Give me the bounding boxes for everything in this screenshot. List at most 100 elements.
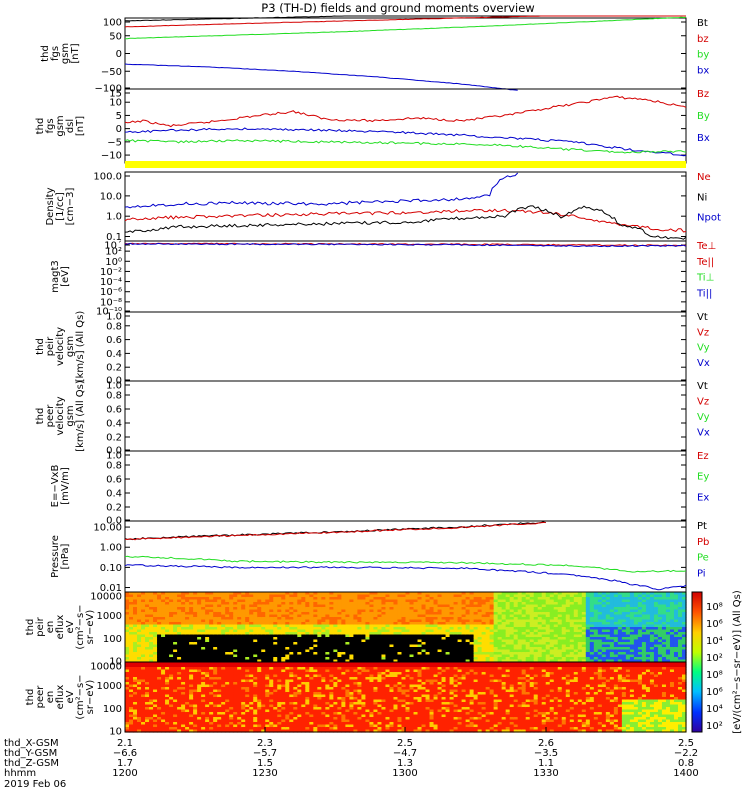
heatmap-cell xyxy=(557,644,563,648)
heatmap-cell xyxy=(201,719,206,723)
legend-entry: Pb xyxy=(697,537,709,548)
heatmap-cell xyxy=(145,637,150,641)
y-tick-label: 0.8 xyxy=(106,391,122,402)
heatmap-cell xyxy=(253,649,258,653)
heatmap-cell xyxy=(253,612,258,616)
heatmap-cell xyxy=(337,609,342,613)
heatmap-cell xyxy=(133,644,138,648)
heatmap-cell xyxy=(133,609,138,613)
heatmap-cell xyxy=(237,652,242,656)
heatmap-cell xyxy=(193,692,198,696)
heatmap-cell xyxy=(153,604,158,608)
heatmap-cell xyxy=(169,637,174,641)
heatmap-cell xyxy=(421,602,427,606)
heatmap-cell xyxy=(529,594,535,598)
heatmap-cell xyxy=(393,619,399,623)
heatmap-cell xyxy=(441,637,447,641)
heatmap-cell xyxy=(149,614,154,618)
heatmap-cell xyxy=(253,659,258,663)
heatmap-cell xyxy=(677,629,683,633)
heatmap-cell xyxy=(441,647,447,651)
heatmap-cell xyxy=(125,662,130,666)
heatmap-cell xyxy=(437,652,443,656)
heatmap-cell xyxy=(177,717,182,721)
heatmap-cell xyxy=(185,674,190,678)
heatmap-cell xyxy=(217,687,222,691)
heatmap-cell xyxy=(145,707,150,711)
heatmap-cell xyxy=(381,637,387,641)
heatmap-cell xyxy=(549,609,555,613)
heatmap-cell xyxy=(357,637,363,641)
heatmap-cell xyxy=(561,614,567,618)
heatmap-cell xyxy=(169,684,174,688)
heatmap-cell xyxy=(365,654,371,658)
heatmap-cell xyxy=(677,609,683,613)
heatmap-cell xyxy=(145,602,150,606)
heatmap-cell xyxy=(361,594,367,598)
heatmap-cell xyxy=(153,634,158,638)
heatmap-cell xyxy=(169,672,174,676)
heatmap-cell xyxy=(529,624,535,628)
heatmap-cell xyxy=(133,652,138,656)
heatmap-cell xyxy=(601,644,607,648)
heatmap-cell xyxy=(561,627,567,631)
heatmap-cell xyxy=(333,649,338,653)
heatmap-cell xyxy=(401,612,407,616)
heatmap-cell xyxy=(297,604,302,608)
heatmap-cell xyxy=(445,657,451,661)
heatmap-cell xyxy=(129,617,134,621)
heatmap-cell xyxy=(389,624,395,628)
heatmap-cell xyxy=(129,722,134,726)
heatmap-cell xyxy=(565,592,571,596)
heatmap-cell xyxy=(169,662,174,666)
heatmap-cell xyxy=(217,634,222,638)
heatmap-cell xyxy=(657,642,663,646)
heatmap-cell xyxy=(477,619,483,623)
heatmap-cell xyxy=(145,664,150,668)
heatmap-cell xyxy=(197,637,202,641)
heatmap-cell xyxy=(461,624,467,628)
heatmap-cell xyxy=(561,654,567,658)
heatmap-cell xyxy=(221,647,226,651)
heatmap-cell xyxy=(237,592,242,596)
heatmap-cell xyxy=(465,604,471,608)
heatmap-cell xyxy=(549,657,555,661)
heatmap-cell xyxy=(193,707,198,711)
heatmap-cell xyxy=(169,717,174,721)
heatmap-cell xyxy=(201,712,206,716)
heatmap-cell xyxy=(645,614,651,618)
heatmap-cell xyxy=(621,637,627,641)
heatmap-cell xyxy=(329,609,334,613)
heatmap-cell xyxy=(141,717,146,721)
heatmap-cell xyxy=(457,597,463,601)
heatmap-cell xyxy=(441,649,447,653)
y-axis-label-line: [1/cc] xyxy=(55,192,66,221)
heatmap-cell xyxy=(673,612,679,616)
heatmap-cell xyxy=(557,622,563,626)
heatmap-cell xyxy=(281,637,286,641)
heatmap-cell xyxy=(173,652,178,656)
heatmap-cell xyxy=(521,654,527,658)
heatmap-cell xyxy=(213,634,218,638)
heatmap-cell xyxy=(129,687,134,691)
heatmap-cell xyxy=(613,657,619,661)
heatmap-cell xyxy=(169,677,174,681)
y-tick-label: 0.4 xyxy=(106,349,122,360)
heatmap-cell xyxy=(149,684,154,688)
heatmap-cell xyxy=(157,619,162,623)
heatmap-cell xyxy=(625,604,631,608)
heatmap-cell xyxy=(161,639,166,643)
y-tick-label: 100 xyxy=(103,704,122,715)
heatmap-cell xyxy=(545,637,551,641)
heatmap-cell xyxy=(361,602,367,606)
heatmap-cell xyxy=(161,597,166,601)
heatmap-cell xyxy=(193,719,198,723)
heatmap-cell xyxy=(137,604,142,608)
heatmap-cell xyxy=(221,689,226,693)
heatmap-cell xyxy=(393,624,399,628)
heatmap-cell xyxy=(369,599,375,603)
heatmap-cell xyxy=(565,644,571,648)
heatmap-cell xyxy=(541,592,547,596)
heatmap-cell xyxy=(217,704,222,708)
